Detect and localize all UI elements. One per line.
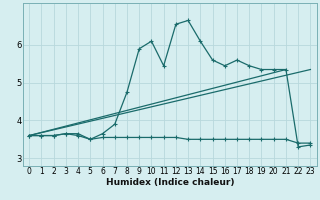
- X-axis label: Humidex (Indice chaleur): Humidex (Indice chaleur): [106, 178, 234, 187]
